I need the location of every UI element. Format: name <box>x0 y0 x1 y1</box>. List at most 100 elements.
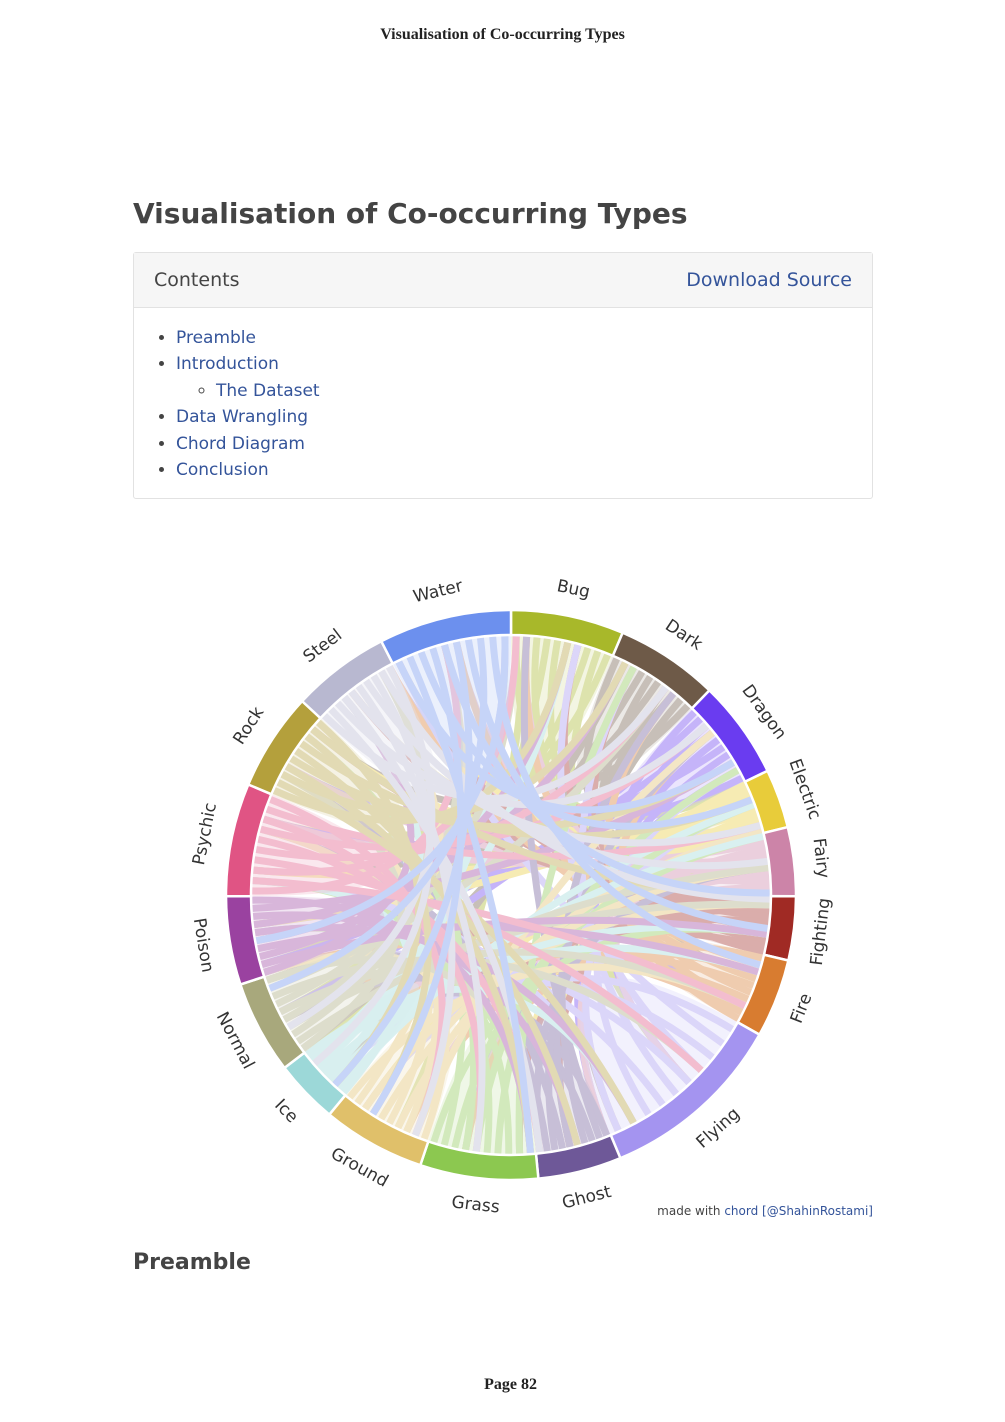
credit-handle[interactable]: [@ShahinRostami] <box>762 1204 873 1218</box>
ribbon <box>277 715 704 1016</box>
ribbon <box>256 835 544 1154</box>
ribbon <box>258 722 710 851</box>
ribbon <box>461 942 765 1152</box>
ribbon <box>361 901 771 1112</box>
ribbon <box>268 795 446 1138</box>
ribbon <box>395 659 764 848</box>
ribbon <box>267 684 670 993</box>
ribbon <box>279 660 630 819</box>
toc-link[interactable]: Introduction <box>176 354 279 375</box>
ribbon-fan <box>613 708 746 825</box>
ribbon <box>361 821 763 1112</box>
ribbon <box>574 751 732 1138</box>
ribbon <box>411 729 716 1138</box>
ribbon <box>571 684 670 1134</box>
ribbon <box>590 664 766 956</box>
page-number: Page 82 <box>484 1376 537 1393</box>
ribbon <box>251 758 737 912</box>
toc-link[interactable]: The Dataset <box>216 380 320 401</box>
ribbon <box>545 826 764 1152</box>
ribbon <box>255 923 761 976</box>
ribbon <box>369 646 465 1117</box>
ribbon <box>251 876 748 1010</box>
ribbon <box>257 634 509 961</box>
toc-link[interactable]: Conclusion <box>176 460 269 481</box>
ribbon <box>271 640 572 825</box>
group-label: Water <box>411 576 465 607</box>
ribbon <box>612 832 766 1086</box>
ribbon <box>264 956 535 1155</box>
ribbon <box>270 956 705 1074</box>
ribbon <box>252 856 705 1074</box>
ribbon <box>288 754 737 831</box>
ribbon <box>309 725 772 897</box>
ribbon <box>303 732 478 1152</box>
ribbon <box>259 729 716 969</box>
ribbon <box>593 766 741 1118</box>
ribbon <box>303 732 432 1117</box>
ribbon <box>303 732 420 1088</box>
ribbon <box>581 790 753 1134</box>
ribbon <box>254 634 509 945</box>
ribbon <box>299 669 646 1053</box>
toc-link[interactable]: Preamble <box>176 328 256 348</box>
ribbon <box>555 801 756 1149</box>
group-label: Electric <box>784 756 824 822</box>
credit-prefix: made with <box>657 1204 721 1218</box>
ribbon <box>281 642 463 1024</box>
toc-link[interactable]: Data Wrangling <box>176 407 309 428</box>
ribbon <box>253 924 513 1156</box>
ribbon <box>394 635 531 1131</box>
toc-link[interactable]: Chord Diagram <box>176 433 305 454</box>
ribbon <box>327 924 769 1084</box>
ribbon <box>452 640 759 983</box>
download-link[interactable]: Download Source <box>686 269 852 291</box>
ribbon <box>531 635 771 879</box>
ribbon-fan <box>392 635 511 773</box>
ribbon-fan <box>428 1021 536 1155</box>
group-label: Ground <box>327 1144 391 1192</box>
group-label: Poison <box>189 917 218 974</box>
ribbon <box>395 659 737 814</box>
ribbon <box>285 900 771 1031</box>
group-label: Flying <box>693 1104 744 1153</box>
ribbon <box>327 705 544 1154</box>
ribbon <box>290 668 433 1038</box>
ribbon <box>251 634 520 876</box>
ribbon <box>577 845 768 1138</box>
ribbon <box>252 679 662 929</box>
ribbon <box>258 825 441 1135</box>
ribbon <box>494 766 741 1155</box>
ribbon <box>377 864 770 1122</box>
ribbon <box>261 938 745 1016</box>
ribbon <box>472 801 756 1154</box>
ribbon <box>275 778 638 1126</box>
ribbon-fan <box>632 781 764 855</box>
running-title: Visualisation of Co-occurring Types <box>380 26 625 43</box>
ribbon <box>279 770 551 1153</box>
ribbon <box>251 690 677 877</box>
ribbon <box>603 690 748 1010</box>
ribbon <box>250 642 462 895</box>
ribbon <box>515 664 638 1155</box>
ribbon <box>321 684 670 802</box>
ribbon <box>557 642 705 1074</box>
ribbon-fan <box>264 948 399 1053</box>
ribbon <box>613 722 745 1016</box>
ribbon <box>547 638 771 915</box>
group-label: Psychic <box>189 801 221 867</box>
ribbon <box>277 948 748 1016</box>
ribbon-fan <box>251 896 385 977</box>
ribbon <box>285 663 436 1031</box>
ribbon <box>251 795 755 879</box>
ribbon <box>327 978 716 1084</box>
ribbon <box>261 950 450 1142</box>
ribbon <box>311 672 434 1067</box>
ribbon <box>258 825 567 1151</box>
ribbon <box>615 709 771 915</box>
ribbon <box>515 906 771 1155</box>
ribbon <box>461 857 770 1152</box>
ribbon <box>335 801 756 1092</box>
credit-link[interactable]: chord <box>724 1204 759 1218</box>
